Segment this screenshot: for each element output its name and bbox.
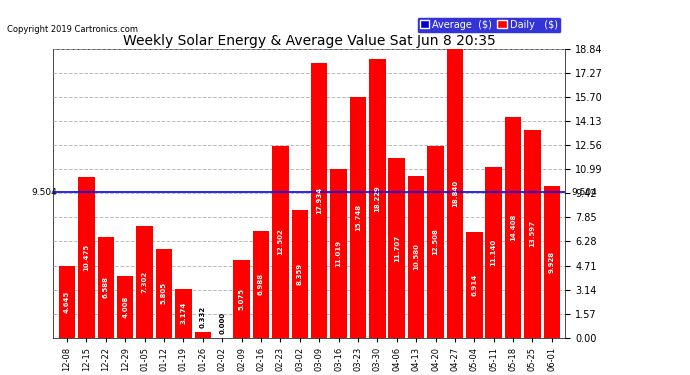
Text: 15.748: 15.748: [355, 204, 361, 231]
Text: 4.008: 4.008: [122, 296, 128, 318]
Bar: [427, 146, 444, 338]
Bar: [233, 260, 250, 338]
Bar: [524, 129, 541, 338]
Bar: [369, 58, 386, 338]
Text: 10.475: 10.475: [83, 244, 90, 271]
Text: 13.597: 13.597: [529, 220, 535, 247]
Text: 7.302: 7.302: [141, 271, 148, 293]
Text: 6.988: 6.988: [258, 273, 264, 295]
Bar: [291, 210, 308, 338]
Title: Weekly Solar Energy & Average Value Sat Jun 8 20:35: Weekly Solar Energy & Average Value Sat …: [123, 34, 496, 48]
Text: 10.580: 10.580: [413, 243, 419, 270]
Bar: [195, 333, 211, 338]
Bar: [446, 50, 463, 338]
Text: 8.359: 8.359: [297, 262, 303, 285]
Bar: [137, 226, 153, 338]
Text: 14.408: 14.408: [510, 214, 516, 241]
Bar: [311, 63, 327, 338]
Text: 5.805: 5.805: [161, 282, 167, 304]
Bar: [486, 167, 502, 338]
Bar: [331, 169, 347, 338]
Bar: [78, 177, 95, 338]
Text: 5.075: 5.075: [239, 288, 244, 310]
Bar: [272, 146, 288, 338]
Bar: [466, 232, 482, 338]
Text: 4.645: 4.645: [64, 291, 70, 313]
Bar: [350, 97, 366, 338]
Bar: [175, 289, 192, 338]
Text: 3.174: 3.174: [180, 302, 186, 324]
Text: 6.914: 6.914: [471, 273, 477, 296]
Bar: [117, 276, 133, 338]
Text: 0.000: 0.000: [219, 312, 225, 334]
Legend: Average  ($), Daily   ($): Average ($), Daily ($): [417, 17, 560, 33]
Text: 17.934: 17.934: [316, 187, 322, 214]
Bar: [505, 117, 522, 338]
Text: 0.332: 0.332: [200, 306, 206, 328]
Bar: [408, 176, 424, 338]
Bar: [544, 186, 560, 338]
Text: 11.140: 11.140: [491, 239, 497, 266]
Text: 12.502: 12.502: [277, 228, 284, 255]
Text: 9.928: 9.928: [549, 251, 555, 273]
Bar: [388, 159, 405, 338]
Bar: [59, 267, 75, 338]
Text: Copyright 2019 Cartronics.com: Copyright 2019 Cartronics.com: [7, 25, 138, 34]
Text: 9.504: 9.504: [32, 188, 57, 196]
Text: 12.508: 12.508: [433, 228, 439, 255]
Text: 11.019: 11.019: [335, 240, 342, 267]
Text: 18.229: 18.229: [375, 184, 380, 211]
Text: 9.504: 9.504: [571, 188, 597, 196]
Bar: [253, 231, 269, 338]
Text: 11.707: 11.707: [394, 234, 400, 262]
Text: 6.588: 6.588: [103, 276, 109, 298]
Bar: [156, 249, 172, 338]
Text: 18.840: 18.840: [452, 180, 458, 207]
Bar: [97, 237, 114, 338]
